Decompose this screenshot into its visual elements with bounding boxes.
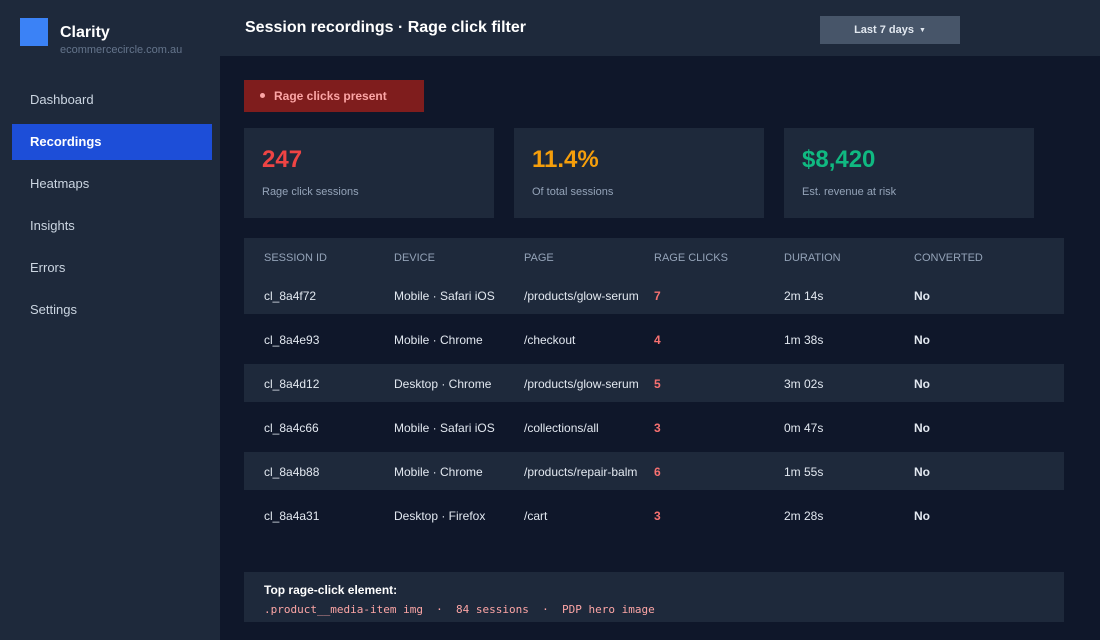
cell-duration: 1m 55s: [784, 465, 824, 479]
caret-down-icon: ▼: [918, 27, 926, 34]
column-header-session-id[interactable]: SESSION ID: [264, 252, 327, 264]
cell-device: Mobile · Safari iOS: [394, 289, 495, 303]
clarity-logo-icon: [20, 18, 48, 46]
stat-label: Rage click sessions: [262, 186, 359, 198]
cell-device: Desktop · Firefox: [394, 509, 486, 523]
cell-device: Mobile · Safari iOS: [394, 421, 495, 435]
sidebar-item-recordings[interactable]: Recordings: [12, 124, 212, 160]
top-element-insight: Top rage-click element: .product__media-…: [244, 572, 1064, 622]
table-row[interactable]: cl_8a4b88 Mobile · Chrome /products/repa…: [244, 452, 1064, 490]
cell-page: /checkout: [524, 333, 576, 347]
cell-rage-clicks: 5: [654, 377, 661, 391]
page-title: Session recordings · Rage click filter: [245, 19, 526, 36]
cell-duration: 1m 38s: [784, 333, 824, 347]
cell-page: /cart: [524, 509, 548, 523]
cell-rage-clicks: 3: [654, 509, 661, 523]
stat-card-revenue-risk: $8,420 Est. revenue at risk: [784, 128, 1034, 218]
filter-label: Rage clicks present: [274, 89, 387, 103]
column-header-duration[interactable]: DURATION: [784, 252, 841, 264]
cell-converted: No: [914, 465, 930, 479]
insight-label: Top rage-click element:: [264, 583, 398, 597]
table-row[interactable]: cl_8a4f72 Mobile · Safari iOS /products/…: [244, 276, 1064, 314]
stat-value: $8,420: [802, 146, 876, 173]
table-row[interactable]: cl_8a4e93 Mobile · Chrome /checkout 4 1m…: [244, 320, 1064, 358]
cell-converted: No: [914, 333, 930, 347]
cell-session-id: cl_8a4f72: [264, 289, 317, 303]
insight-code: .product__media-item img · 84 sessions ·…: [264, 603, 655, 616]
brand-name: Clarity: [60, 24, 110, 41]
rage-click-filter-chip[interactable]: Rage clicks present: [244, 80, 424, 112]
cell-converted: No: [914, 289, 930, 303]
stat-label: Est. revenue at risk: [802, 186, 897, 198]
cell-duration: 2m 28s: [784, 509, 824, 523]
cell-device: Desktop · Chrome: [394, 377, 492, 391]
column-header-converted[interactable]: CONVERTED: [914, 252, 983, 264]
sidebar-nav: Dashboard Recordings Heatmaps Insights E…: [12, 82, 212, 334]
cell-rage-clicks: 6: [654, 465, 661, 479]
table-row[interactable]: cl_8a4c66 Mobile · Safari iOS /collectio…: [244, 408, 1064, 446]
cell-device: Mobile · Chrome: [394, 333, 483, 347]
sidebar-item-settings[interactable]: Settings: [30, 302, 77, 317]
column-header-rage-clicks[interactable]: RAGE CLICKS: [654, 252, 728, 264]
cell-rage-clicks: 3: [654, 421, 661, 435]
cell-page: /products/repair-balm: [524, 465, 638, 479]
cell-session-id: cl_8a4e93: [264, 333, 320, 347]
cell-rage-clicks: 7: [654, 289, 661, 303]
cell-page: /collections/all: [524, 421, 599, 435]
cell-duration: 0m 47s: [784, 421, 824, 435]
cell-converted: No: [914, 509, 930, 523]
stat-value: 247: [262, 146, 303, 173]
sidebar-item-heatmaps[interactable]: Heatmaps: [30, 176, 90, 191]
cell-rage-clicks: 4: [654, 333, 661, 347]
cell-session-id: cl_8a4d12: [264, 377, 320, 391]
stat-label: Of total sessions: [532, 186, 614, 198]
cell-page: /products/glow-serum: [524, 377, 639, 391]
sidebar-item-dashboard[interactable]: Dashboard: [30, 92, 94, 107]
date-range-select[interactable]: Last 7 days ▼: [820, 16, 960, 44]
cell-converted: No: [914, 377, 930, 391]
cell-page: /products/glow-serum: [524, 289, 639, 303]
topbar: Session recordings · Rage click filter L…: [220, 0, 1100, 56]
cell-session-id: cl_8a4a31: [264, 509, 320, 523]
stat-value: 11.4%: [532, 146, 599, 173]
sidebar: Clarity ecommercecircle.com.au Dashboard…: [0, 0, 220, 640]
cell-session-id: cl_8a4c66: [264, 421, 319, 435]
cell-device: Mobile · Chrome: [394, 465, 483, 479]
table-row[interactable]: cl_8a4a31 Desktop · Firefox /cart 3 2m 2…: [244, 496, 1064, 534]
column-header-page[interactable]: PAGE: [524, 252, 554, 264]
sidebar-item-insights[interactable]: Insights: [30, 218, 75, 233]
sidebar-item-errors[interactable]: Errors: [30, 260, 66, 275]
date-range-label: Last 7 days: [854, 24, 914, 36]
stat-card-rage-sessions: 247 Rage click sessions: [244, 128, 494, 218]
cell-session-id: cl_8a4b88: [264, 465, 320, 479]
cell-converted: No: [914, 421, 930, 435]
table-header: SESSION ID DEVICE PAGE RAGE CLICKS DURAT…: [244, 238, 1064, 278]
table-row[interactable]: cl_8a4d12 Desktop · Chrome /products/glo…: [244, 364, 1064, 402]
dot-icon: [260, 93, 265, 98]
cell-duration: 2m 14s: [784, 289, 824, 303]
recordings-table: SESSION ID DEVICE PAGE RAGE CLICKS DURAT…: [244, 238, 1064, 538]
column-header-device[interactable]: DEVICE: [394, 252, 435, 264]
stat-card-share-sessions: 11.4% Of total sessions: [514, 128, 764, 218]
cell-duration: 3m 02s: [784, 377, 824, 391]
brand-domain: ecommercecircle.com.au: [60, 44, 183, 56]
